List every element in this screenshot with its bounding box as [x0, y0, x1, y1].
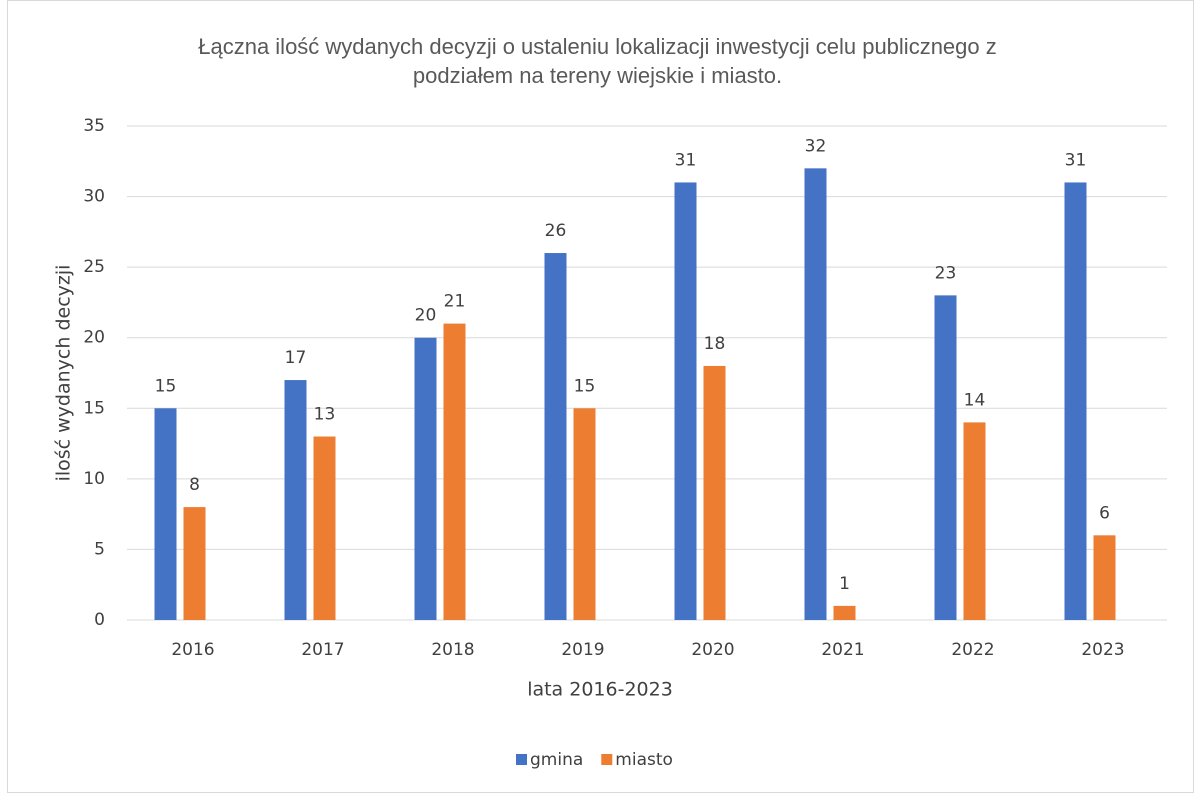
data-label: 31 [675, 150, 697, 170]
x-tick-label: 2020 [691, 640, 734, 660]
data-label: 31 [1065, 150, 1087, 170]
bar [313, 436, 336, 620]
y-tick-label: 15 [83, 398, 105, 418]
y-tick-label: 35 [83, 116, 105, 136]
chart-title: Łączna ilość wydanych decyzji o ustaleni… [198, 34, 997, 88]
data-label: 13 [314, 405, 336, 425]
bar [1064, 182, 1087, 620]
bar [833, 605, 856, 620]
legend-label: gmina [530, 750, 583, 770]
data-label: 14 [964, 390, 986, 410]
y-tick-label: 10 [83, 469, 105, 489]
data-label: 26 [545, 221, 567, 241]
data-label: 8 [189, 475, 200, 495]
y-tick-label: 5 [94, 539, 105, 559]
bar [804, 168, 827, 621]
x-axis-label: lata 2016-2023 [527, 679, 673, 701]
bar [284, 380, 307, 620]
bar [963, 422, 986, 620]
bar [414, 337, 437, 620]
y-tick-label: 0 [94, 610, 105, 630]
bar [674, 182, 697, 620]
bar [154, 408, 177, 620]
bar [183, 507, 206, 620]
bar [934, 295, 957, 620]
x-tick-label: 2023 [1081, 640, 1124, 660]
x-tick-label: 2021 [821, 640, 864, 660]
x-tick-label: 2019 [561, 640, 604, 660]
y-tick-label: 30 [83, 187, 105, 207]
data-label: 21 [444, 292, 466, 312]
data-label: 20 [415, 306, 437, 326]
bar [1093, 535, 1116, 620]
chart-border [7, 0, 1194, 793]
data-label: 23 [935, 263, 957, 283]
x-tick-label: 2022 [951, 640, 994, 660]
bar [443, 323, 466, 620]
data-label: 6 [1099, 503, 1110, 523]
data-label: 32 [805, 136, 827, 156]
data-label: 18 [704, 334, 726, 354]
legend-swatch [601, 754, 613, 765]
bar [703, 365, 726, 620]
legend-label: miasto [615, 750, 673, 770]
x-tick-label: 2017 [301, 640, 344, 660]
bar [544, 253, 567, 620]
legend-swatch [516, 754, 527, 765]
y-tick-label: 20 [83, 328, 105, 348]
data-label: 1 [839, 574, 850, 594]
y-tick-label: 25 [83, 257, 105, 277]
y-axis-label: ilość wydanych decyzji [53, 265, 75, 482]
x-tick-label: 2016 [171, 640, 214, 660]
x-tick-label: 2018 [431, 640, 474, 660]
data-label: 15 [155, 376, 177, 396]
data-label: 15 [574, 376, 596, 396]
bar [573, 408, 596, 620]
data-label: 17 [285, 348, 307, 368]
